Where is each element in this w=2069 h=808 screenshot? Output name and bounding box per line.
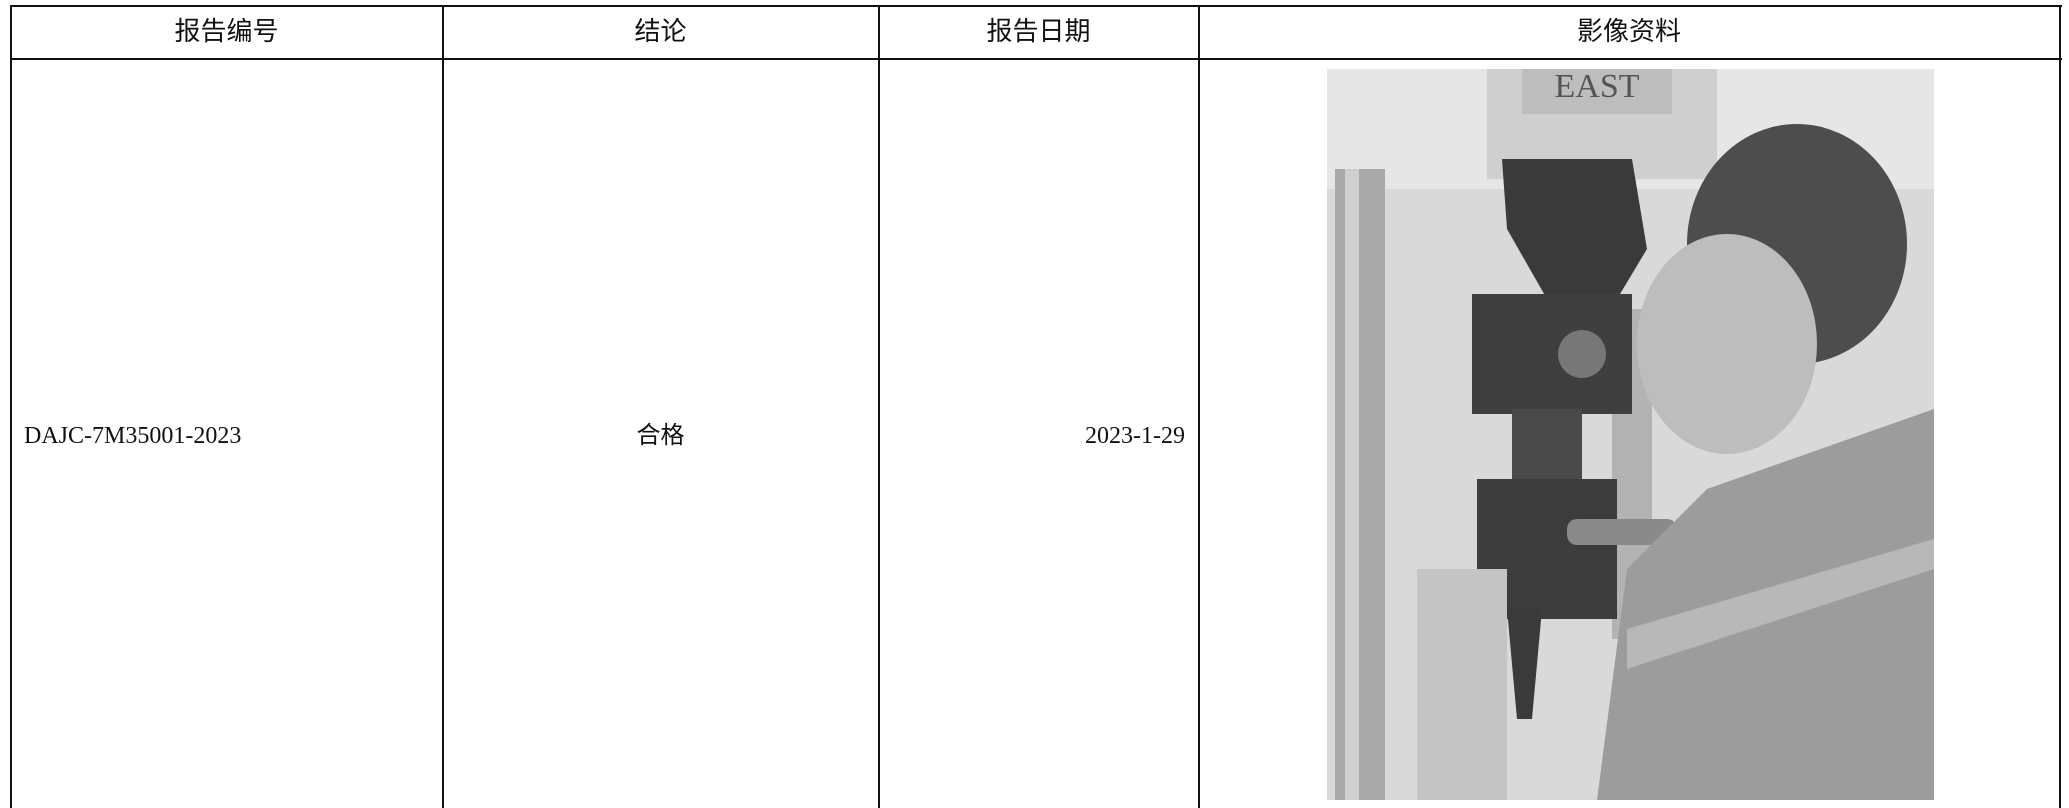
header-cell: 报告编号 [174,17,279,46]
border [878,5,880,808]
header-cell: 结论 [634,17,687,46]
test-photo: EAST [1327,69,1934,800]
report-date: 2023-1-29 [1085,423,1185,449]
border [10,5,12,808]
border [442,5,444,808]
border [10,58,2062,60]
sign-text: EAST [1555,69,1640,105]
border [2059,5,2061,808]
conclusion: 合格 [636,423,685,449]
header-cell: 报告日期 [986,17,1091,46]
report-number: DAJC-7M35001-2023 [24,423,242,449]
border [10,5,2062,7]
border [1198,5,1200,808]
header-cell: 影像资料 [1576,17,1681,46]
